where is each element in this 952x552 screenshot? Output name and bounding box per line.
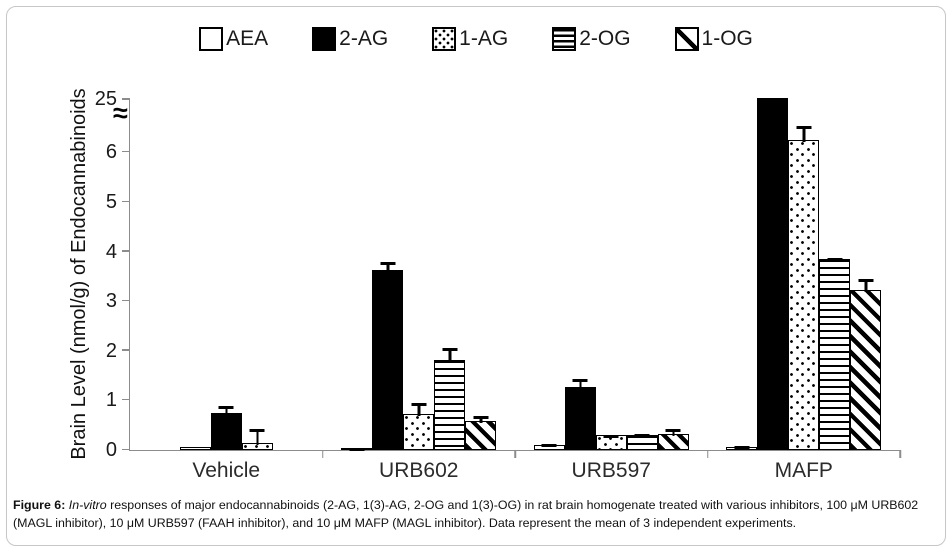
bar-1-AG-mafp: [788, 126, 820, 450]
bar-1-OG-mafp: [850, 278, 882, 450]
category-label: MAFP: [774, 459, 833, 482]
legend-label: 1-OG: [701, 27, 753, 50]
legend-label: 2-OG: [579, 27, 631, 50]
error-bar: [603, 434, 619, 440]
legend-item-1-OG: 1-OG: [674, 27, 753, 51]
y-tick-label: 1: [105, 389, 117, 412]
y-tick: [122, 398, 130, 401]
legend-item-2-OG: 2-OG: [552, 27, 631, 51]
y-tick: [122, 150, 130, 153]
bar-2-AG-mafp: [757, 98, 789, 450]
category-label: Vehicle: [192, 459, 261, 482]
error-bar: [249, 429, 265, 445]
y-tick-label: 4: [105, 240, 117, 263]
caption-italic-lead: In-vitro: [68, 498, 107, 512]
error-bar: [634, 434, 650, 439]
bar-1-AG-urb602: [403, 402, 435, 450]
bar-group-mafp: MAFP: [708, 98, 901, 482]
error-bar: [858, 278, 874, 293]
y-tick-label: 0: [105, 439, 117, 461]
error-bar: [796, 126, 812, 142]
y-tick-label: 6: [105, 141, 117, 164]
y-tick-label: 5: [105, 191, 117, 213]
error-bar: [541, 443, 557, 448]
error-bar: [349, 448, 365, 451]
bar-2-OG-mafp: [819, 257, 851, 450]
legend-swatch-diag-icon: [674, 27, 699, 51]
caption-text: responses of major endocannabinoids (2-A…: [13, 498, 919, 530]
bar-groups: Vehicle URB602 URB597 MAFP: [130, 98, 901, 482]
error-bar: [380, 261, 396, 273]
error-bar: [572, 378, 588, 389]
legend-swatch-dots-icon: [432, 27, 457, 51]
caption-figure-label: Figure 6:: [13, 498, 66, 512]
error-bar: [473, 415, 489, 424]
legend-label: 1-AG: [459, 27, 509, 50]
x-tick: [899, 450, 901, 458]
bar-2-OG-urb602: [434, 348, 466, 450]
bar-AEA-urb602: [341, 448, 373, 451]
legend-swatch-plain-icon: [199, 27, 224, 51]
y-tick-label: 2: [105, 339, 117, 362]
bar-group-vehicle: Vehicle: [130, 98, 323, 482]
y-tick-label: 25: [94, 88, 117, 110]
y-tick: [122, 200, 130, 202]
error-bar: [218, 405, 234, 416]
bar-2-AG-urb602: [372, 261, 404, 450]
bar-1-OG-urb597: [657, 428, 689, 450]
bar-2-AG-urb597: [564, 378, 596, 450]
bar-group-urb602: URB602: [323, 98, 516, 482]
figure-caption: Figure 6: In-vitro responses of major en…: [13, 497, 939, 533]
error-bar: [734, 446, 750, 451]
bar-2-AG-vehicle: [210, 405, 242, 450]
legend-label: AEA: [226, 27, 269, 50]
y-tick: [122, 250, 130, 252]
legend-label: 2-AG: [339, 27, 389, 50]
bar-1-OG-urb602: [465, 415, 497, 450]
bar-AEA-vehicle: [179, 446, 211, 450]
legend-item-2-AG: 2-AG: [312, 27, 388, 51]
y-tick: [122, 299, 130, 302]
y-tick: [122, 98, 130, 100]
error-bar: [442, 348, 458, 363]
bar-2-OG-urb597: [626, 434, 658, 450]
bar-1-AG-vehicle: [241, 429, 273, 450]
legend-swatch-hlines-icon: [552, 27, 577, 51]
y-tick-label: 3: [105, 290, 117, 313]
plot-area: 0 1 2 3 4 5 6 25 ≈ Vehicle URB602 URB597 MAFP: [95, 88, 901, 482]
chart-legend: AEA 2-AG 1-AG 2-OG 1-OG: [0, 27, 952, 51]
y-tick: [122, 448, 130, 450]
x-tick: [321, 450, 324, 458]
error-bar: [411, 402, 427, 417]
error-bar: [827, 257, 843, 262]
y-axis-break-icon: ≈: [113, 98, 128, 128]
legend-item-1-AG: 1-AG: [432, 27, 508, 51]
bar-group-urb597: URB597: [515, 98, 708, 482]
bar-AEA-mafp: [726, 446, 758, 451]
y-tick: [122, 349, 130, 351]
bar-AEA-urb597: [533, 443, 565, 450]
error-bar: [665, 428, 681, 436]
category-label: URB597: [571, 459, 651, 482]
category-label: URB602: [379, 459, 459, 482]
x-tick: [706, 450, 709, 458]
legend-item-AEA: AEA: [199, 27, 268, 51]
bar-1-AG-urb597: [595, 434, 627, 450]
x-tick: [514, 450, 516, 458]
legend-swatch-solid-icon: [312, 27, 337, 51]
